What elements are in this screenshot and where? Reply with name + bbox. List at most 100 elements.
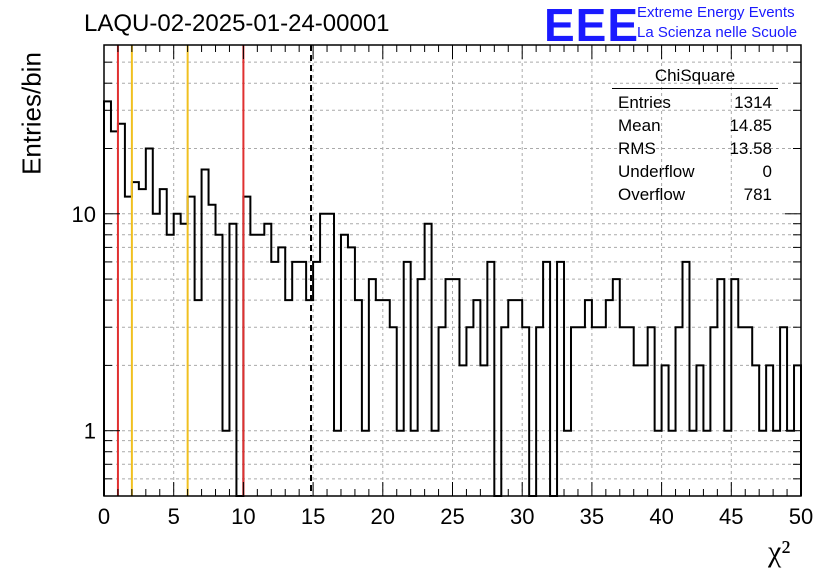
histogram-bin [111,131,118,496]
histogram-bin [292,262,299,496]
histogram-bin [599,327,606,496]
x-tick-label: 15 [301,504,325,529]
histogram-bin [620,327,627,496]
stats-label: Underflow [618,162,695,181]
x-tick-label: 50 [789,504,813,529]
histogram-bin [738,327,745,496]
histogram-bin [299,262,306,496]
histogram-bin [446,279,453,496]
histogram-bin [383,300,390,496]
histogram-bin [543,262,550,496]
histogram-bin [592,327,599,496]
histogram-bin [125,197,132,496]
stats-row-mean: Mean 14.85 [612,114,778,137]
histogram-bin [188,197,195,496]
logo-line-1: Extreme Energy Events [637,4,795,21]
stats-row-underflow: Underflow 0 [612,160,778,183]
histogram-bin [648,327,655,496]
x-tick-label: 20 [371,504,395,529]
stats-box: ChiSquare Entries 1314 Mean 14.85 RMS 13… [612,66,778,206]
histogram-bin [418,279,425,496]
histogram-bin [508,300,515,496]
histogram-bin [453,279,460,496]
histogram-bin [327,214,334,496]
histogram-bin [271,262,278,496]
stats-label: Entries [618,93,671,112]
histogram-bin [676,327,683,496]
stats-label: RMS [618,139,656,158]
histogram-bin [209,205,216,496]
y-tick-label: 10 [72,202,96,227]
histogram-bin [195,300,202,496]
histogram-bin [585,300,592,496]
stats-row-rms: RMS 13.58 [612,137,778,160]
histogram-bin [146,148,153,496]
x-tick-label: 0 [98,504,110,529]
histogram-bin [278,247,285,496]
x-tick-label: 35 [580,504,604,529]
histogram-bin [243,197,250,496]
stats-row-entries: Entries 1314 [612,91,778,114]
y-axis-label: Entries/bin [16,52,47,175]
histogram-bin [104,101,111,496]
histogram-bin [613,279,620,496]
histogram-bin [153,214,160,496]
histogram-bin [780,327,787,496]
histogram-bin [683,262,690,496]
x-axis-label: χ² [768,535,791,568]
x-tick-label: 25 [440,504,464,529]
histogram-bin [404,262,411,496]
stats-box-name: ChiSquare [612,66,778,89]
histogram-bin [522,327,529,496]
histogram-bin [376,300,383,496]
stats-label: Overflow [618,185,686,204]
histogram-bin [132,182,139,496]
histogram-bin [731,279,738,496]
histogram-bin [181,224,188,496]
histogram-bin [369,279,376,496]
stats-value: 781 [743,185,772,204]
histogram-bin [320,214,327,496]
histogram-bin [348,247,355,496]
histogram-bin [501,327,508,496]
x-tick-label: 30 [510,504,534,529]
stats-value: 13.58 [729,139,772,158]
histogram-bin [536,327,543,496]
histogram-bin [487,262,494,496]
histogram-bin [717,279,724,496]
stats-label: Mean [618,116,661,135]
y-tick-label: 1 [84,419,96,444]
histogram-bin [439,327,446,496]
plot-title: LAQU-02-2025-01-24-00001 [84,10,390,37]
x-tick-label: 5 [168,504,180,529]
histogram-bin [473,300,480,496]
stats-value: 1314 [734,93,772,112]
histogram-bin [710,327,717,496]
histogram-bin [355,300,362,496]
histogram-bin [578,327,585,496]
histogram-bin [229,224,236,496]
histogram-bin [264,224,271,496]
histogram-bin [515,300,522,496]
stats-value: 0 [762,162,772,181]
histogram-bin [174,214,181,496]
histogram-bin [306,300,313,496]
histogram-bin [202,170,209,496]
histogram-bin [285,300,292,496]
x-tick-label: 40 [649,504,673,529]
histogram-bin [557,262,564,496]
histogram-bin [313,262,320,496]
histogram-bin [466,327,473,496]
histogram-bin [606,300,613,496]
x-tick-label: 10 [231,504,255,529]
stats-row-overflow: Overflow 781 [612,183,778,206]
eee-logo: EEE [544,0,640,51]
x-tick-label: 45 [719,504,743,529]
logo-line-2: La Scienza nelle Scuole [637,24,798,41]
histogram-bin [425,224,432,496]
histogram-series [103,100,802,497]
stats-value: 14.85 [729,116,772,135]
histogram-bin [745,327,752,496]
histogram-bin [571,327,578,496]
